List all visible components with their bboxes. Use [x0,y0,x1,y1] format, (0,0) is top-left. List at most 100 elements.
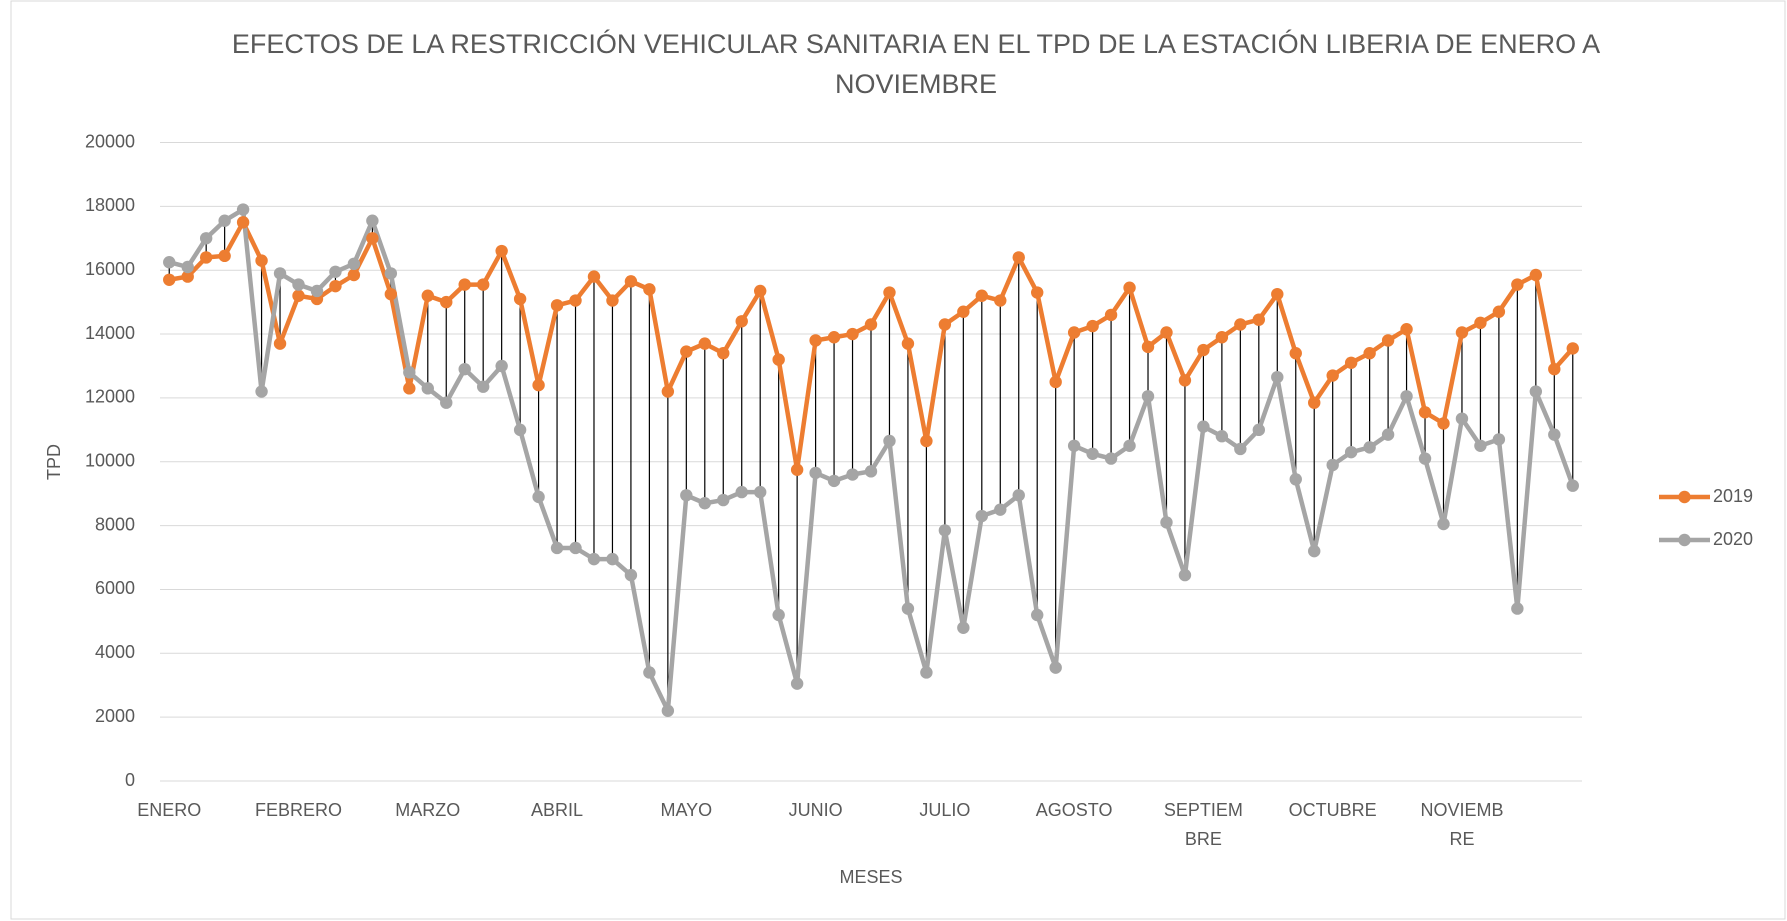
point [1363,441,1376,454]
point [661,704,675,717]
y-axis-label: TPD [44,444,64,480]
point [864,465,878,478]
point [1252,423,1266,437]
point [883,434,896,448]
point [255,254,268,267]
point [1437,517,1450,531]
point [975,289,989,302]
point [495,359,508,373]
point [1031,286,1044,299]
point [827,331,841,344]
point [199,232,213,245]
point [772,608,785,622]
point [329,279,342,293]
point [421,382,434,395]
point [1012,251,1025,264]
point [532,378,545,392]
point [1197,420,1210,433]
x-tick-label: SEPTIEM BRE [1164,800,1243,849]
point [1308,544,1321,558]
point [1012,489,1025,502]
point [1548,362,1561,376]
point [384,267,398,280]
point [513,292,527,306]
point [1566,479,1579,492]
point [329,265,342,278]
point [218,214,231,227]
point [846,468,859,481]
point [218,249,231,263]
x-tick-label: AGOSTO [1036,800,1113,820]
point [680,489,693,502]
point [181,270,194,283]
point [606,552,619,566]
point [1160,516,1173,529]
point [1160,326,1173,339]
point [624,275,638,288]
point [273,337,287,350]
point [1474,316,1487,330]
point [1511,278,1524,291]
point [698,497,711,510]
point [975,509,989,523]
x-tick-label: MARZO [395,800,460,820]
point [550,541,564,555]
point [1197,343,1210,357]
point [421,289,434,302]
y-tick-label: 18000 [85,195,135,215]
point [717,347,730,360]
legend-marker [1678,533,1691,547]
x-axis-label: MESES [839,867,902,887]
point [1400,390,1413,403]
point [458,278,471,291]
point [587,552,601,566]
point [1381,334,1395,347]
point [1289,347,1302,360]
point [624,568,638,582]
point [347,257,361,271]
point [1049,375,1062,389]
point [292,278,305,291]
point [1289,473,1302,486]
point [717,493,730,507]
y-tick-label: 8000 [95,514,135,534]
point [1086,319,1099,333]
x-tick-label: NOVIEMB RE [1420,800,1503,849]
point [864,318,878,331]
point [236,216,250,229]
point [495,244,508,258]
point [1104,452,1118,465]
point [643,666,656,679]
point [901,602,915,615]
point [1326,369,1339,382]
point [569,294,582,307]
x-tick-label: OCTUBRE [1289,800,1377,820]
y-tick-label: 16000 [85,259,135,279]
point [661,385,675,398]
point [1511,602,1524,615]
point [957,621,970,634]
point [1492,433,1506,446]
point [181,260,194,274]
y-tick-label: 4000 [95,642,135,662]
point [310,284,324,298]
point [236,203,250,216]
point [1418,452,1432,465]
y-tick-label: 20000 [85,131,135,151]
point [846,327,859,341]
point [1492,305,1506,318]
point [920,666,933,679]
point [199,251,213,264]
point [883,286,896,299]
point [476,380,490,393]
point [1123,281,1136,294]
point [384,287,398,301]
point [569,541,582,555]
point [366,232,379,245]
point [680,345,693,358]
x-tick-label: FEBRERO [255,800,342,820]
point [735,315,748,328]
x-tick-label: MAYO [660,800,712,820]
point [532,490,545,504]
